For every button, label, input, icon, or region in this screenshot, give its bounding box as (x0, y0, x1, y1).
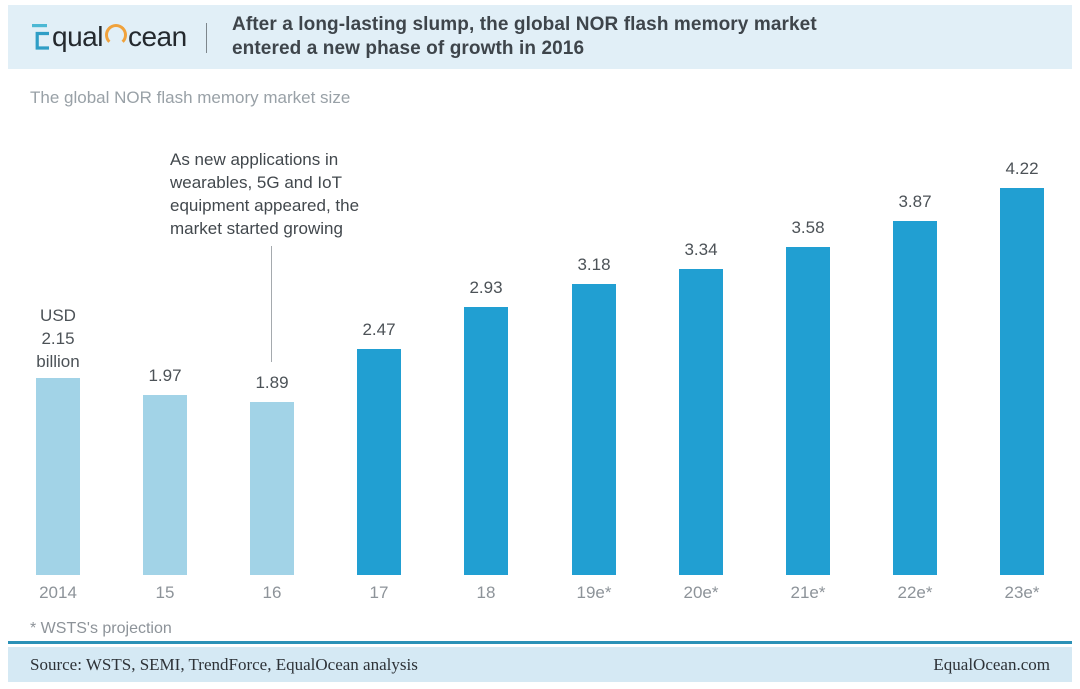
bar-18 (464, 307, 508, 575)
bar-2014 (36, 378, 80, 575)
footer: Source: WSTS, SEMI, TrendForce, EqualOce… (8, 647, 1072, 682)
bar-23e* (1000, 188, 1044, 575)
x-axis-label-18: 18 (476, 583, 496, 602)
equalocean-logo: qual cean (30, 20, 187, 54)
bar-19e* (572, 284, 616, 575)
bar-value-label-2014: USD 2.15 billion (36, 306, 80, 371)
logo-text-qual: qual (52, 21, 103, 52)
bar-value-label-18: 2.93 (469, 278, 503, 297)
chart-subtitle: The global NOR flash memory market size (30, 88, 351, 107)
projection-footnote: * WSTS's projection (30, 620, 172, 637)
chart-headline: After a long-lasting slump, the global N… (232, 14, 817, 59)
annotation-text: As new applications in wearables, 5G and… (170, 150, 360, 238)
x-axis-label-15: 15 (155, 583, 175, 602)
bar-value-label-19e*: 3.18 (577, 255, 611, 274)
bar-value-label-17: 2.47 (362, 320, 396, 339)
x-axis-label-2014: 2014 (39, 583, 77, 602)
annotation-pointer-line (271, 246, 272, 362)
bar-17 (357, 349, 401, 575)
site-label: EqualOcean.com (933, 654, 1050, 674)
bar-value-label-16: 1.89 (255, 373, 289, 392)
header: qual cean After a long-lasting slump, th… (8, 5, 1072, 69)
bar-16 (250, 402, 294, 575)
bar-value-label-23e*: 4.22 (1005, 159, 1039, 178)
header-divider (206, 23, 207, 53)
logo-e-icon (32, 24, 49, 50)
divider-rule (8, 641, 1072, 644)
x-axis-label-23e*: 23e* (1004, 583, 1040, 602)
logo-o-icon (104, 24, 127, 46)
x-axis-label-19e*: 19e* (576, 583, 612, 602)
bar-21e* (786, 247, 830, 575)
bar-20e* (679, 269, 723, 575)
x-axis-label-21e*: 21e* (790, 583, 826, 602)
bar-15 (143, 395, 187, 575)
bar-value-label-15: 1.97 (148, 366, 182, 385)
bar-value-label-21e*: 3.58 (791, 218, 825, 237)
bar-value-label-20e*: 3.34 (684, 240, 718, 259)
x-axis-label-17: 17 (369, 583, 389, 602)
x-axis-label-22e*: 22e* (897, 583, 933, 602)
x-axis-label-16: 16 (262, 583, 282, 602)
bar-value-label-22e*: 3.87 (898, 192, 932, 211)
logo-text-cean: cean (127, 21, 187, 52)
x-axis-label-20e*: 20e* (683, 583, 719, 602)
bar-22e* (893, 221, 937, 575)
source-text: Source: WSTS, SEMI, TrendForce, EqualOce… (30, 654, 418, 674)
